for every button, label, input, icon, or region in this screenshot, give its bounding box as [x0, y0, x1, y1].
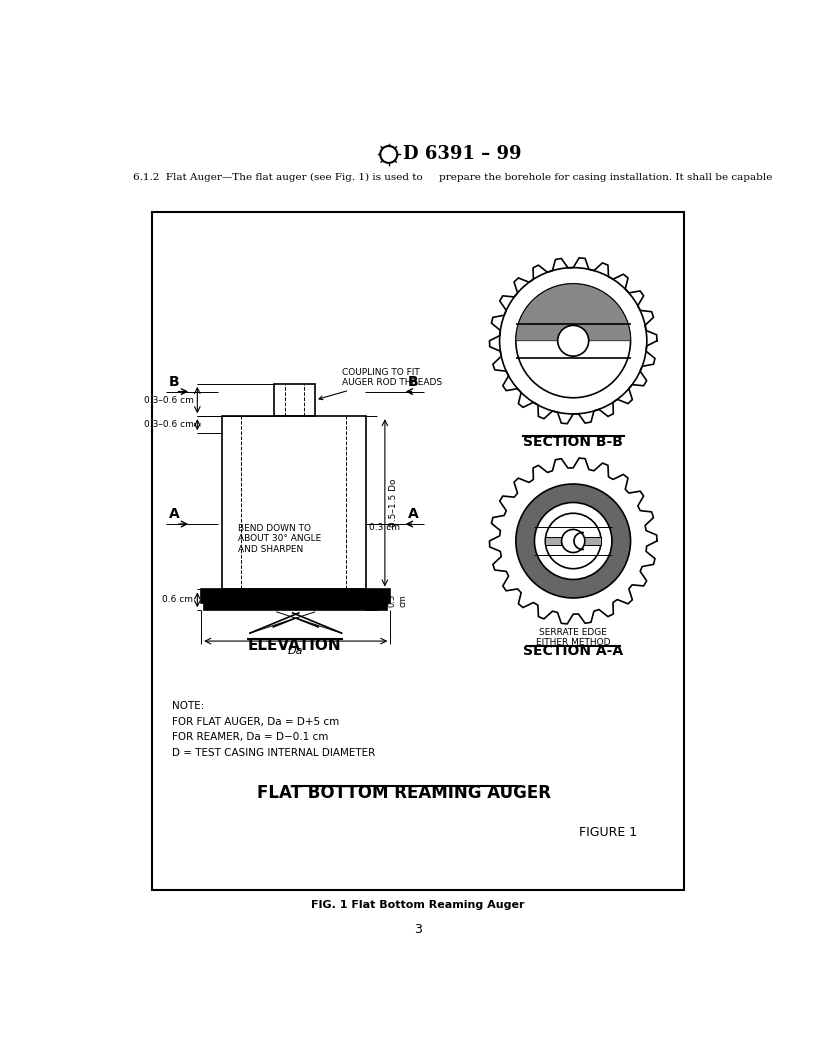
Bar [202, 589, 390, 603]
Bar [222, 416, 366, 589]
Bar [153, 212, 684, 890]
Text: B: B [407, 375, 418, 389]
Text: SECTION A-A: SECTION A-A [523, 644, 623, 658]
Text: SERRATE EDGE
EITHER METHOD: SERRATE EDGE EITHER METHOD [536, 628, 610, 647]
Text: 0.3–0.6 cm: 0.3–0.6 cm [144, 396, 193, 404]
Text: FIG. 1 Flat Bottom Reaming Auger: FIG. 1 Flat Bottom Reaming Auger [312, 900, 525, 910]
Circle shape [499, 267, 647, 414]
Text: D 6391 – 99: D 6391 – 99 [403, 146, 521, 164]
Text: NOTE:
FOR FLAT AUGER, Da = D+5 cm
FOR REAMER, Da = D−0.1 cm
D = TEST CASING INTE: NOTE: FOR FLAT AUGER, Da = D+5 cm FOR RE… [171, 701, 375, 758]
Text: 0.5–1.5 Do: 0.5–1.5 Do [388, 478, 397, 527]
Text: COUPLING TO FIT
AUGER ROD THREADS: COUPLING TO FIT AUGER ROD THREADS [319, 369, 442, 399]
Wedge shape [516, 284, 631, 341]
Bar [545, 538, 601, 545]
Circle shape [516, 484, 631, 598]
Bar [274, 384, 315, 416]
Circle shape [534, 503, 612, 580]
Text: A: A [407, 507, 418, 521]
Text: FLAT BOTTOM REAMING AUGER: FLAT BOTTOM REAMING AUGER [257, 785, 552, 803]
Text: B: B [169, 375, 180, 389]
Circle shape [516, 284, 631, 398]
Text: 0.3–0.6 cm: 0.3–0.6 cm [144, 420, 193, 429]
Text: 3: 3 [415, 923, 422, 936]
Circle shape [545, 513, 601, 569]
Circle shape [561, 529, 585, 552]
Text: FIGURE 1: FIGURE 1 [579, 826, 636, 838]
Text: 0.3 cm: 0.3 cm [370, 524, 401, 532]
Bar [204, 603, 388, 610]
Text: BEND DOWN TO
ABOUT 30° ANGLE
AND SHARPEN: BEND DOWN TO ABOUT 30° ANGLE AND SHARPEN [237, 524, 321, 553]
Circle shape [557, 325, 588, 356]
Text: SECTION B-B: SECTION B-B [523, 435, 623, 449]
Text: 0.3
cm: 0.3 cm [388, 593, 407, 606]
Text: ELEVATION: ELEVATION [247, 638, 341, 653]
Text: 6.1.2  Flat Auger—The flat auger (see Fig. 1) is used to     prepare the borehol: 6.1.2 Flat Auger—The flat auger (see Fig… [133, 173, 773, 182]
Text: Da: Da [288, 645, 304, 656]
Text: A: A [169, 507, 180, 521]
Text: 0.6 cm: 0.6 cm [162, 596, 193, 604]
